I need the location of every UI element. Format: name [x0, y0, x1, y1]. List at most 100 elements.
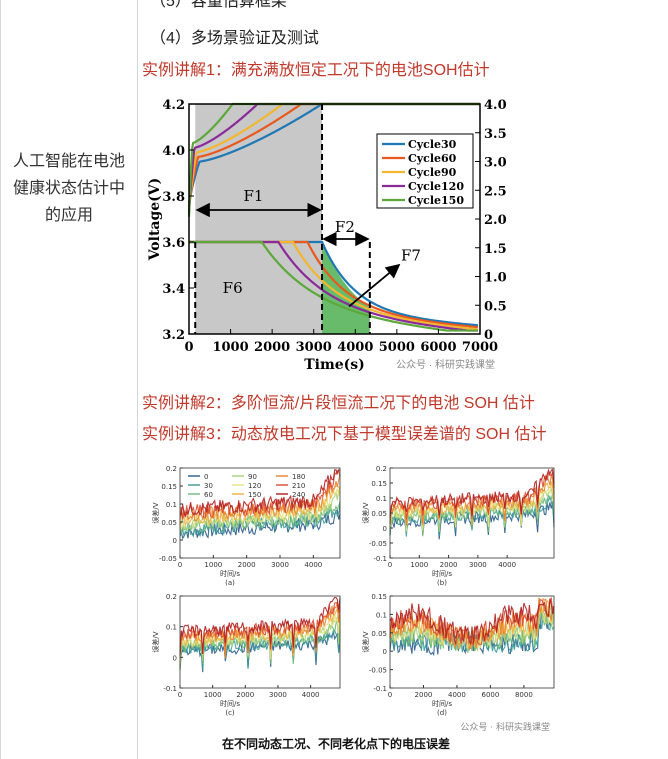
panel-y-axis-label: 误差/V: [151, 631, 160, 652]
panel-y-tick-label: -0.1: [163, 685, 177, 693]
legend-label: Cycle60: [408, 152, 457, 165]
y2-tick-label: 3.0: [484, 156, 507, 171]
panel-y-tick-label: 0.15: [371, 593, 387, 601]
region-f1-f6-fill: [195, 104, 323, 334]
y-axis-label: Voltage(V): [147, 178, 163, 262]
panel-y-tick-label: -0.1: [373, 555, 387, 563]
panel-x-tick-label: 3000: [271, 561, 289, 569]
legend-label: 60: [204, 491, 213, 499]
x-tick-label: 7000: [462, 340, 498, 355]
x-axis-label: Time(s): [304, 357, 365, 373]
panel-x-tick-label: 2000: [236, 691, 254, 699]
panel-y-tick-label: 0.2: [166, 465, 177, 473]
legend-label: Cycle120: [408, 180, 464, 193]
charge-curve-cycle60: [187, 102, 480, 207]
label-f7: F7: [401, 246, 421, 264]
discharge-curve-cycle90: [189, 240, 479, 331]
panel-y-tick-label: -0.1: [373, 685, 387, 693]
legend-label: 210: [292, 482, 305, 490]
panel-y-tick-label: 0: [383, 648, 387, 656]
y2-tick-label: 2.5: [484, 184, 507, 199]
discharge-curve-cycle150: [189, 240, 478, 332]
panel-x-tick-label: 4000: [498, 561, 516, 569]
panel-y-tick-label: 0.1: [166, 501, 177, 509]
example-2-heading: 实例讲解2：多阶恒流/片段恒流工况下的电池 SOH 估计: [142, 395, 535, 412]
example-3-heading: 实例讲解3：动态放电工况下基于模型误差谱的 SOH 估计: [142, 426, 547, 443]
panel-frame: [179, 595, 341, 689]
topic-cell: 人工智能在电池 健康状态估计中 的应用: [1, 0, 137, 759]
panel-x-tick-label: 4000: [448, 691, 466, 699]
example-1-heading: 实例讲解1：满充满放恒定工况下的电池SOH估计: [142, 62, 490, 79]
legend-label: Cycle30: [408, 138, 457, 151]
y2-tick-label: 0: [484, 328, 493, 343]
legend-label: 0: [204, 473, 208, 481]
figure-1: F1 F2 F6 F7 3.2 3.4 3.6 3.8 4.0 4.2 0 0.5 1.0 1.5 2.0 2…: [145, 94, 511, 378]
y-tick-label: 3.8: [162, 190, 185, 205]
charge-curve-cycle150: [187, 102, 480, 217]
figure-1-watermark: 公众号 · 科研实践课堂: [396, 358, 495, 371]
discharge-curve-cycle120: [189, 240, 478, 332]
charge-curve-cycle90: [187, 102, 480, 210]
content-cell: （5）容量估算框架 （4）多场景验证及测试 实例讲解1：满充满放恒定工况下的电池…: [138, 0, 668, 759]
panel-x-tick-label: 4000: [304, 561, 322, 569]
legend-label: 120: [248, 482, 261, 490]
error-series: [389, 481, 555, 526]
panel-y-tick-label: 0.1: [376, 611, 387, 619]
x-tick-label: 2000: [254, 340, 290, 355]
topic-text: 人工智能在电池 健康状态估计中 的应用: [1, 148, 137, 229]
panel-y-tick-label: 0.05: [371, 630, 387, 638]
panel-y-tick-label: 0.2: [166, 593, 177, 601]
topic-line-2: 健康状态估计中: [12, 180, 125, 197]
panel-x-tick-label: 1000: [410, 561, 428, 569]
panel-x-tick-label: 0: [178, 691, 182, 699]
panel-y-tick-label: 0: [173, 654, 177, 662]
x-tick-label: 5000: [379, 340, 415, 355]
panel-x-tick-label: 0: [178, 561, 182, 569]
panel-frame: [389, 595, 555, 689]
panel-x-tick-label: 1000: [204, 561, 222, 569]
panel-x-tick-label: 2000: [415, 691, 433, 699]
legend-label: 30: [204, 482, 213, 490]
error-series: [179, 602, 341, 659]
panel-x-axis-label: 时间/s: [432, 699, 452, 708]
y2-tick-label: 2.0: [484, 213, 507, 228]
x-tick-label: 4000: [337, 340, 373, 355]
panel-y-tick-label: 0.15: [161, 483, 177, 491]
panel-y-tick-label: 0.05: [371, 510, 387, 518]
y-tick-label: 4.0: [162, 144, 185, 159]
discharge-curve-cycle30: [189, 240, 479, 327]
error-series: [179, 473, 341, 523]
panel-y-tick-label: -0.05: [369, 540, 387, 548]
x-tick-label: 3000: [296, 340, 332, 355]
y-tick-label: 3.4: [162, 282, 185, 297]
panel-frame: [179, 467, 341, 559]
table-border-middle: [137, 0, 138, 759]
y-tick-label: 3.6: [162, 236, 185, 251]
legend-label: Cycle90: [408, 166, 457, 179]
panel-label: (a): [225, 579, 235, 587]
error-panel-1: -0.1 -0.05 0 0.05 0.1 0.15 0.2 0 1000 2000 3000 400…: [361, 465, 555, 587]
panel-y-axis-label: 误差/V: [361, 631, 370, 652]
panel-x-axis-label: 时间/s: [220, 569, 240, 578]
panel-y-axis-label: 误差/V: [361, 502, 370, 523]
legend-label: 180: [292, 473, 305, 481]
y2-tick-label: 1.5: [484, 242, 507, 257]
charge-curve-cycle120: [187, 102, 480, 214]
panel-x-axis-label: 时间/s: [220, 699, 240, 708]
error-series: [389, 468, 555, 517]
panel-y-tick-label: 0.05: [161, 519, 177, 527]
panel-y-tick-label: 0.1: [376, 495, 387, 503]
error-series: [179, 501, 341, 534]
topic-line-1: 人工智能在电池: [12, 153, 125, 170]
panel-label: (b): [437, 579, 447, 587]
panel-x-tick-label: 4000: [302, 691, 320, 699]
discharge-curve-cycle60: [189, 240, 479, 329]
y2-tick-label: 1.0: [484, 271, 507, 286]
y2-tick-label: 3.5: [484, 127, 507, 142]
panel-x-tick-label: 2000: [440, 561, 458, 569]
arrow-f7: [348, 263, 401, 308]
error-series: [389, 598, 555, 647]
